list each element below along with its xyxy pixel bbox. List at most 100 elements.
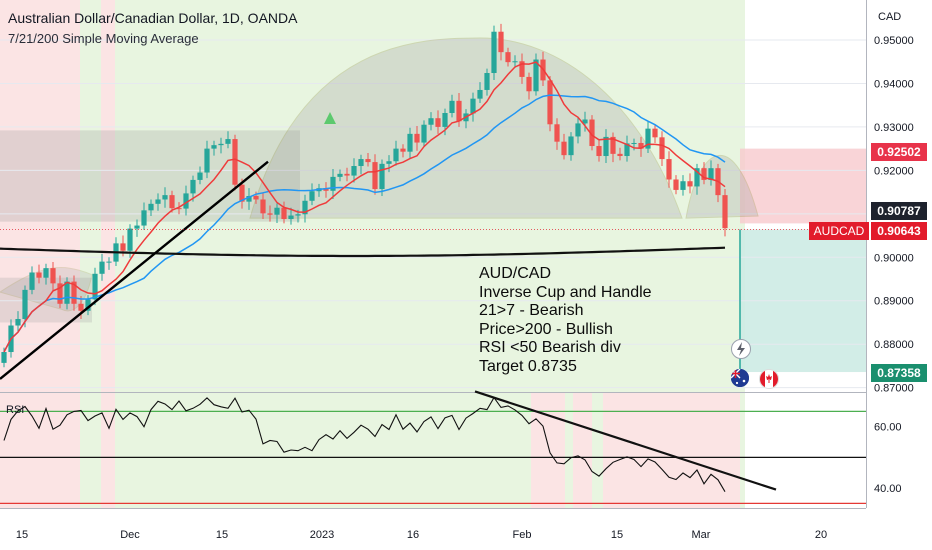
candle-body: [309, 191, 315, 201]
candle-body: [253, 196, 259, 200]
candle-body: [50, 268, 56, 284]
candle-body: [512, 61, 518, 63]
candle-body: [435, 118, 441, 127]
rsi-red-zone: [573, 393, 592, 508]
candle-body: [659, 137, 665, 160]
candle-body: [533, 59, 539, 92]
candle-body: [218, 143, 224, 146]
x-tick-label: 20: [815, 529, 827, 541]
candle-body: [680, 181, 686, 190]
candle-body: [169, 195, 175, 209]
candle-body: [666, 159, 672, 180]
candle-body: [456, 100, 462, 122]
candle-body: [22, 289, 28, 319]
candle-body: [561, 141, 567, 156]
candle-body: [176, 208, 182, 210]
candle-body: [344, 173, 350, 176]
candle-body: [442, 112, 448, 127]
x-tick-label: 16: [407, 529, 419, 541]
candle-body: [267, 213, 273, 215]
candle-body: [85, 299, 91, 311]
candle-body: [505, 52, 511, 63]
candle-body: [638, 142, 644, 149]
candle-body: [708, 168, 714, 180]
candle-body: [43, 268, 49, 278]
x-tick-label: Mar: [692, 529, 711, 541]
candle-body: [260, 199, 266, 214]
y-tick-label: 0.87000: [874, 383, 914, 395]
price-box-top: 0.92502: [871, 143, 927, 161]
candle-body: [274, 207, 280, 215]
candle-body: [582, 119, 588, 124]
candle-body: [295, 214, 301, 216]
candle-body: [421, 124, 427, 143]
candle-body: [477, 89, 483, 99]
triangle-marker: [324, 112, 336, 124]
candle-body: [687, 181, 693, 187]
candle-body: [701, 168, 707, 180]
note-line: Target 0.8735: [479, 357, 577, 375]
candle-body: [372, 162, 378, 190]
candle-body: [652, 128, 658, 138]
y-tick-label: 0.94000: [874, 78, 914, 90]
candle-body: [92, 273, 98, 300]
candle-body: [610, 136, 616, 154]
candle-body: [589, 119, 595, 147]
candle-body: [449, 100, 455, 113]
candle-body: [519, 61, 525, 77]
candle-body: [36, 272, 42, 278]
y-tick-label: 0.88000: [874, 339, 914, 351]
uptrend-line: [0, 160, 269, 380]
red-zone: [101, 0, 115, 508]
red-zone: [0, 0, 80, 508]
analysis-note: AUD/CAD Inverse Cup and Handle 21>7 - Bear…: [479, 265, 652, 377]
candle-body: [554, 124, 560, 142]
y-tick-label: 0.92000: [874, 165, 914, 177]
chart-title: Australian Dollar/Canadian Dollar, 1D, O…: [8, 10, 298, 26]
candle-body: [526, 76, 532, 92]
candle-body: [225, 139, 231, 144]
rsi-pane: [0, 390, 866, 505]
lightning-icon[interactable]: [731, 339, 751, 359]
candle-body: [183, 193, 189, 209]
axes: CAD0.950000.940000.930000.920000.910000.…: [16, 11, 914, 541]
candle-body: [141, 210, 147, 226]
candle-body: [57, 283, 63, 304]
candle-body: [414, 133, 420, 143]
candle-body: [694, 168, 700, 187]
candle-body: [365, 159, 371, 163]
candle-body: [393, 148, 399, 162]
candle-body: [281, 207, 287, 220]
rsi-label: RSI: [6, 404, 25, 416]
candle-body: [386, 161, 392, 164]
note-line: Price>200 - Bullish: [479, 320, 613, 338]
candle-body: [302, 200, 308, 215]
y-tick-label: 0.89000: [874, 296, 914, 308]
candle-body: [575, 123, 581, 137]
rsi-tick-label: 40.00: [874, 483, 902, 495]
candle-body: [197, 172, 203, 180]
candle-body: [337, 173, 343, 177]
note-line: RSI <50 Bearish div: [479, 339, 621, 357]
currency-label: CAD: [878, 11, 901, 23]
x-tick-label: 15: [16, 529, 28, 541]
note-line: 21>7 - Bearish: [479, 302, 584, 320]
candle-body: [288, 215, 294, 220]
candle-body: [162, 195, 168, 200]
candle-body: [603, 136, 609, 157]
rsi-tick-label: 60.00: [874, 422, 902, 434]
candle-body: [120, 243, 126, 251]
x-tick-label: Feb: [513, 529, 532, 541]
canada-flag-icon[interactable]: [759, 369, 779, 389]
candle-body: [204, 148, 210, 173]
candle-body: [358, 159, 364, 167]
candle-body: [596, 146, 602, 157]
australia-flag-icon[interactable]: [731, 369, 749, 387]
candle-body: [400, 148, 406, 152]
candle-body: [498, 31, 504, 53]
candle-body: [99, 261, 105, 274]
ma-200-line: [0, 246, 726, 258]
candle-body: [484, 73, 490, 90]
x-tick-label: 15: [611, 529, 623, 541]
